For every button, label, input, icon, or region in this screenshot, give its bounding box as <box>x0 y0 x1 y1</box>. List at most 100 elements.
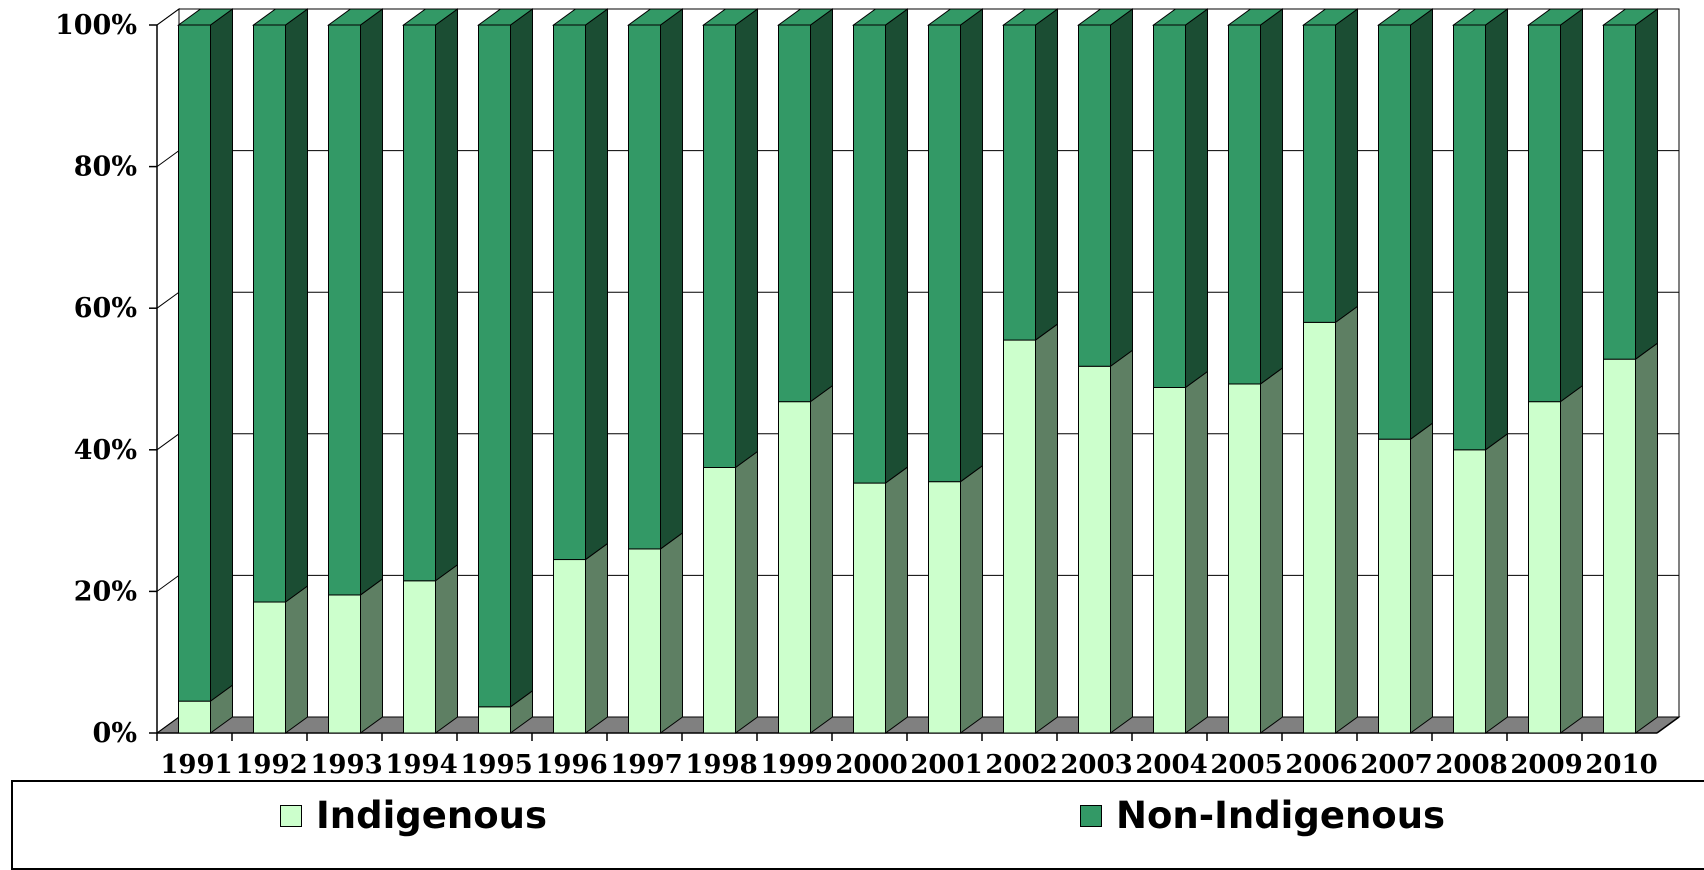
bar-top-non-indigenous-1996 <box>551 8 610 26</box>
bar-non-indigenous-2002 <box>1003 24 1036 341</box>
x-tick-label: 1994 <box>385 750 457 780</box>
x-tick-label: 2009 <box>1510 750 1582 780</box>
bar-top-non-indigenous-2007 <box>1376 8 1435 26</box>
bar-side-non-indigenous-2007 <box>1410 8 1433 441</box>
x-tick-label: 1997 <box>610 750 682 780</box>
bar-non-indigenous-1993 <box>328 24 361 596</box>
bar-side-non-indigenous-1992 <box>285 8 308 604</box>
bar-top-non-indigenous-1994 <box>401 8 460 26</box>
bar-indigenous-2004 <box>1153 386 1186 734</box>
bar-side-indigenous-2008 <box>1485 432 1508 734</box>
bar-indigenous-1998 <box>703 467 736 734</box>
bar-side-indigenous-1999 <box>810 384 833 734</box>
bar-non-indigenous-1996 <box>553 24 586 561</box>
x-tick-label: 2008 <box>1435 750 1507 780</box>
bar-top-non-indigenous-2006 <box>1301 8 1360 26</box>
x-tick-label: 1996 <box>535 750 607 780</box>
bar-side-non-indigenous-2001 <box>960 8 983 483</box>
bar-non-indigenous-2001 <box>928 24 961 483</box>
bar-non-indigenous-1997 <box>628 24 661 550</box>
bar-non-indigenous-2005 <box>1228 24 1261 385</box>
floor <box>155 716 1681 734</box>
bar-side-indigenous-2003 <box>1110 349 1133 734</box>
legend-swatch-indigenous <box>280 804 302 827</box>
bar-top-non-indigenous-1993 <box>326 8 385 26</box>
bar-side-indigenous-2006 <box>1335 305 1358 734</box>
bar-indigenous-1999 <box>778 401 811 734</box>
x-tick-label: 1993 <box>310 750 382 780</box>
bar-top-non-indigenous-2009 <box>1526 8 1585 26</box>
bar-non-indigenous-1994 <box>403 24 436 582</box>
bar-side-non-indigenous-1993 <box>360 8 383 596</box>
x-tick-label: 2005 <box>1210 750 1282 780</box>
x-tick-label: 2002 <box>985 750 1057 780</box>
bar-side-non-indigenous-2004 <box>1185 8 1208 389</box>
x-tick-label: 1999 <box>760 750 832 780</box>
bar-non-indigenous-1995 <box>478 24 511 708</box>
bar-side-indigenous-2001 <box>960 464 983 734</box>
bar-side-indigenous-2004 <box>1185 370 1208 734</box>
bar-side-non-indigenous-1995 <box>510 8 533 708</box>
x-tick-label: 2003 <box>1060 750 1132 780</box>
bar-non-indigenous-2008 <box>1453 24 1486 451</box>
bar-non-indigenous-2006 <box>1303 24 1336 323</box>
bar-side-non-indigenous-1997 <box>660 8 683 550</box>
legend-item-non-indigenous: Non-Indigenous <box>1080 794 1445 837</box>
bar-top-non-indigenous-1999 <box>776 8 835 26</box>
bar-side-non-indigenous-2003 <box>1110 8 1133 368</box>
bar-top-non-indigenous-1995 <box>476 8 535 26</box>
x-tick-label: 2007 <box>1360 750 1432 780</box>
y-tick-label: 60% <box>74 293 137 324</box>
bar-indigenous-2007 <box>1378 438 1411 734</box>
bar-non-indigenous-2004 <box>1153 24 1186 388</box>
bar-non-indigenous-1991 <box>178 24 211 702</box>
bar-top-non-indigenous-2003 <box>1076 8 1135 26</box>
x-tick-label: 2001 <box>910 750 982 780</box>
x-tick-label: 2000 <box>835 750 907 780</box>
bar-indigenous-1991 <box>178 700 211 734</box>
bar-side-indigenous-2005 <box>1260 366 1283 734</box>
bar-top-non-indigenous-1998 <box>701 8 760 26</box>
bar-side-non-indigenous-1991 <box>210 8 233 703</box>
x-tick-label: 1991 <box>160 750 232 780</box>
bar-indigenous-1997 <box>628 548 661 734</box>
bar-indigenous-2009 <box>1528 401 1561 734</box>
bar-top-non-indigenous-2005 <box>1226 8 1285 26</box>
bar-non-indigenous-2003 <box>1078 24 1111 367</box>
bar-side-non-indigenous-2008 <box>1485 8 1508 451</box>
bars <box>176 8 1660 734</box>
bar-indigenous-2006 <box>1303 321 1336 734</box>
bar-side-non-indigenous-2009 <box>1560 8 1583 403</box>
legend-item-indigenous: Indigenous <box>280 794 547 837</box>
bar-indigenous-1995 <box>478 706 511 734</box>
legend-label-non-indigenous: Non-Indigenous <box>1116 794 1446 837</box>
y-tick-label: 80% <box>74 152 137 183</box>
bar-top-non-indigenous-1992 <box>251 8 310 26</box>
bar-side-non-indigenous-1994 <box>435 8 458 582</box>
legend-label-indigenous: Indigenous <box>316 794 547 837</box>
bar-non-indigenous-1999 <box>778 24 811 403</box>
bar-indigenous-2008 <box>1453 449 1486 734</box>
bar-top-non-indigenous-2008 <box>1451 8 1510 26</box>
x-tick-label: 2004 <box>1135 750 1207 780</box>
bar-side-indigenous-1997 <box>660 531 683 734</box>
bar-non-indigenous-1992 <box>253 24 286 603</box>
bar-indigenous-2003 <box>1078 365 1111 734</box>
bar-indigenous-2001 <box>928 481 961 734</box>
bar-top-non-indigenous-2001 <box>926 8 985 26</box>
x-tick-labels: 1991 1992 1993 1994 1995 1996 1997 1998 1999 2000… <box>160 750 1657 780</box>
bar-non-indigenous-2010 <box>1603 24 1636 360</box>
bar-side-indigenous-1994 <box>435 563 458 734</box>
bar-side-non-indigenous-2002 <box>1035 8 1058 342</box>
bar-indigenous-1996 <box>553 559 586 734</box>
bar-top-non-indigenous-2004 <box>1151 8 1210 26</box>
bar-non-indigenous-2007 <box>1378 24 1411 440</box>
x-tick-label: 1995 <box>460 750 532 780</box>
x-tick-label: 2006 <box>1285 750 1357 780</box>
bar-side-non-indigenous-2006 <box>1335 8 1358 324</box>
legend-swatch-non-indigenous <box>1080 804 1102 827</box>
y-tick-label: 20% <box>74 576 137 607</box>
y-tick-label: 100% <box>55 10 137 41</box>
bar-non-indigenous-2000 <box>853 24 886 484</box>
